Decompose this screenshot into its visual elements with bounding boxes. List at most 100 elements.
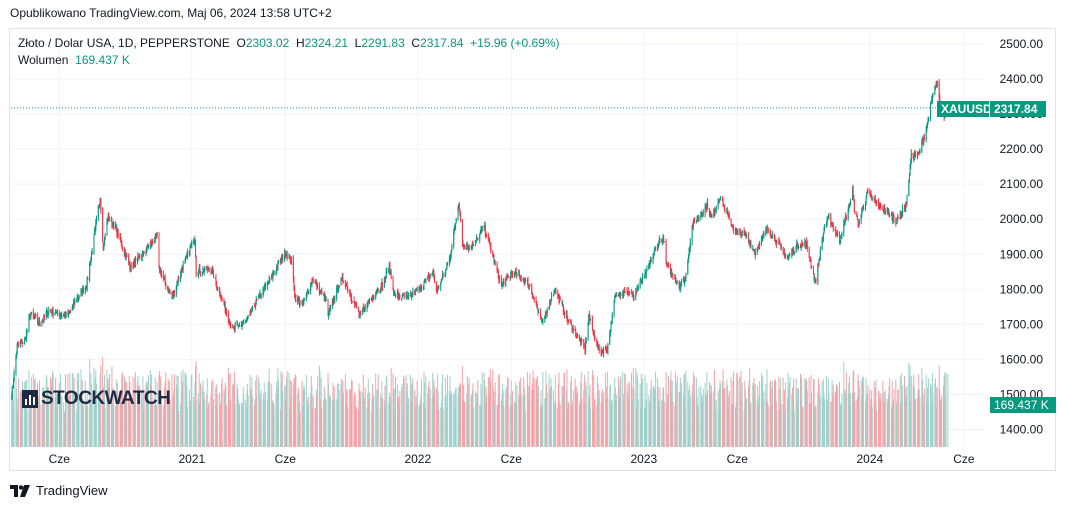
volume-bar bbox=[602, 399, 604, 447]
candle-body bbox=[525, 280, 527, 282]
candle-body bbox=[533, 297, 535, 299]
volume-bar bbox=[727, 409, 729, 447]
volume-bar bbox=[720, 383, 722, 447]
candle-body bbox=[259, 293, 261, 295]
volume-bar bbox=[749, 367, 751, 447]
candle-body bbox=[147, 246, 149, 249]
candle-body bbox=[523, 280, 525, 284]
candle-body bbox=[228, 320, 230, 323]
volume-bar bbox=[702, 388, 704, 447]
chart-legend: Złoto / Dolar USA, 1D, PEPPERSTONE O2303… bbox=[18, 35, 560, 69]
volume-bar bbox=[808, 377, 810, 447]
candle-body bbox=[705, 205, 707, 207]
candle-body bbox=[640, 280, 642, 282]
candle-body bbox=[315, 282, 317, 284]
candle-body bbox=[229, 321, 231, 326]
candle-body bbox=[385, 271, 387, 278]
volume-bar bbox=[754, 384, 756, 447]
candle-body bbox=[493, 256, 495, 263]
candle-body bbox=[160, 273, 162, 276]
candle-body bbox=[585, 340, 587, 352]
volume-bar bbox=[852, 371, 854, 447]
candle-body bbox=[376, 292, 378, 294]
candle-body bbox=[541, 322, 543, 324]
volume-bar bbox=[320, 377, 322, 447]
candle-body bbox=[869, 190, 871, 194]
volume-bar bbox=[775, 380, 777, 447]
volume-bar bbox=[299, 411, 301, 447]
volume-bar bbox=[685, 370, 687, 447]
volume-bar bbox=[561, 386, 563, 447]
volume-bar bbox=[225, 385, 227, 447]
candle-body bbox=[238, 325, 240, 327]
candle-body bbox=[813, 273, 815, 280]
candle-body bbox=[64, 314, 66, 316]
volume-bar bbox=[237, 397, 239, 447]
candle-body bbox=[310, 282, 312, 284]
candle-body bbox=[189, 247, 191, 255]
candle-body bbox=[541, 317, 543, 323]
footer-branding[interactable]: TradingView bbox=[10, 483, 108, 498]
candle-body bbox=[757, 247, 759, 249]
volume-bar bbox=[116, 390, 118, 447]
volume-bar bbox=[615, 400, 617, 447]
volume-bar bbox=[386, 375, 388, 447]
volume-bar bbox=[25, 379, 27, 447]
candle-body bbox=[783, 251, 785, 253]
candle-body bbox=[575, 335, 577, 337]
candle-body bbox=[28, 317, 30, 331]
volume-bar bbox=[793, 410, 795, 447]
price-axis[interactable]: 1400.001500.001600.001700.001800.001900.… bbox=[1000, 37, 1044, 436]
candle-body bbox=[256, 299, 258, 301]
candle-body bbox=[511, 272, 513, 275]
volume-bar bbox=[201, 386, 203, 447]
candle-body bbox=[735, 231, 737, 234]
time-axis[interactable]: Cze 2021 Cze 2022 Cze 2023 Cze 2024 Cze bbox=[49, 452, 975, 466]
volume-bar bbox=[433, 379, 435, 447]
volume-bar bbox=[308, 404, 310, 447]
volume-bar bbox=[167, 378, 169, 447]
candle-body bbox=[353, 300, 355, 303]
candle-body bbox=[856, 213, 858, 217]
volume-bar bbox=[541, 406, 543, 447]
volume-bar bbox=[798, 389, 800, 447]
volume-bar bbox=[155, 405, 157, 447]
volume-bar bbox=[427, 385, 429, 447]
candle-body bbox=[35, 316, 37, 318]
volume-bar bbox=[266, 400, 268, 447]
candle-body bbox=[506, 275, 508, 277]
candle-body bbox=[32, 312, 34, 316]
volume-bar bbox=[567, 409, 569, 447]
candle-body bbox=[273, 273, 275, 275]
volume-bar bbox=[696, 396, 698, 447]
candle-body bbox=[776, 240, 778, 244]
volume-bar bbox=[700, 393, 702, 447]
candle-body bbox=[82, 287, 84, 293]
volume-bar bbox=[671, 392, 673, 447]
volume-bar bbox=[824, 399, 826, 447]
volume-bar bbox=[16, 388, 18, 447]
volume-bar bbox=[492, 386, 494, 447]
candle-body bbox=[554, 289, 556, 291]
candle-body bbox=[791, 250, 793, 255]
chart-pane[interactable]: 1400.00 1500.00 1600.00 1700.00 1800.00 1900.… bbox=[9, 28, 1056, 471]
candlestick-chart[interactable]: 1400.001500.001600.001700.001800.001900.… bbox=[10, 29, 1057, 472]
candle-body bbox=[65, 312, 67, 318]
candle-body bbox=[858, 220, 860, 225]
candle-body bbox=[601, 350, 603, 353]
volume-bar bbox=[797, 388, 799, 447]
candle-body bbox=[427, 275, 429, 277]
candle-body bbox=[236, 324, 238, 326]
volume-bar bbox=[813, 378, 815, 447]
candle-body bbox=[385, 276, 387, 280]
volume-bar bbox=[245, 400, 247, 447]
candle-body bbox=[722, 200, 724, 207]
volume-bar bbox=[943, 376, 945, 447]
candle-body bbox=[64, 314, 66, 317]
volume-bar bbox=[554, 404, 556, 447]
candle-body bbox=[499, 277, 501, 281]
candle-body bbox=[415, 290, 417, 292]
candle-body bbox=[765, 229, 767, 234]
candle-body bbox=[102, 208, 104, 242]
volume-bar bbox=[802, 406, 804, 447]
